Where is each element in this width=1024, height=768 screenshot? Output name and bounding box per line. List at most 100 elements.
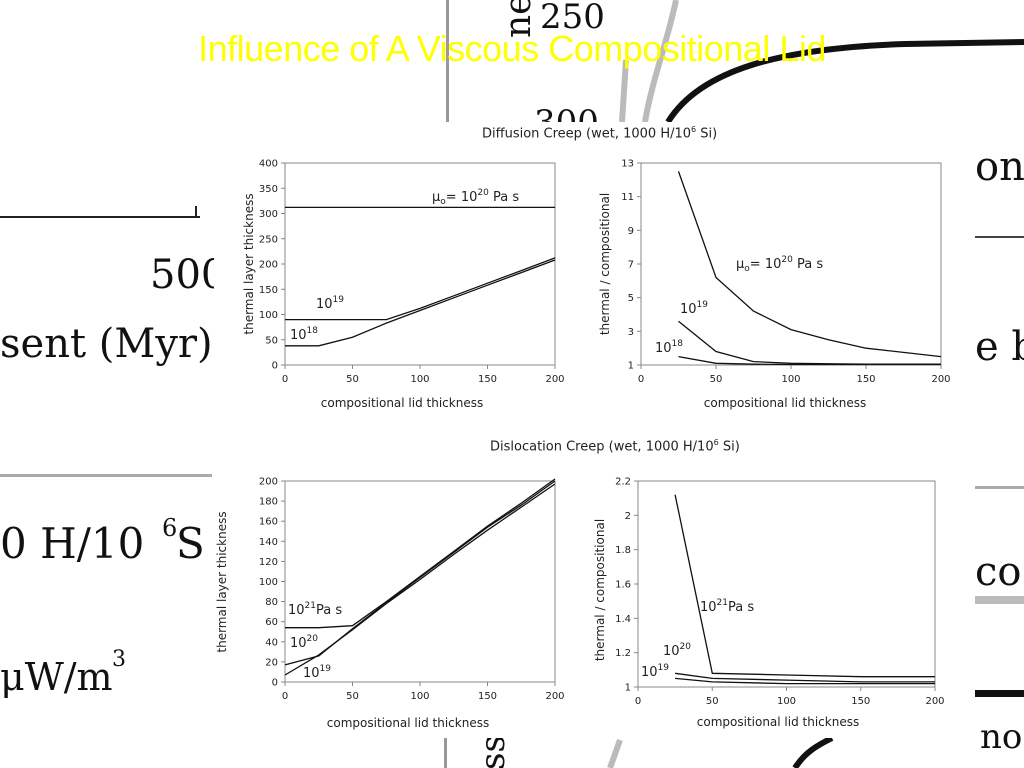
y-tick-label: 350 [259, 184, 278, 195]
series-label-base: 10 [700, 600, 717, 615]
series-label: 1020 [290, 634, 318, 651]
bg-rule [975, 236, 1024, 238]
x-tick-label: 100 [410, 374, 429, 385]
bg-text: on [975, 144, 1024, 190]
series-line [675, 672, 935, 683]
series-label-mid: = 10 [750, 257, 782, 272]
x-tick-label: 100 [777, 696, 796, 707]
series-label-base: 10 [316, 297, 333, 312]
y-tick-label: 2.2 [615, 477, 631, 488]
x-tick-label: 50 [346, 374, 359, 385]
bg-text: ss [473, 735, 513, 768]
section-title-main: Diffusion Creep (wet, 1000 H/10 [482, 126, 692, 142]
series-line [285, 478, 556, 629]
y-tick-label: 0 [272, 361, 278, 372]
y-axis-label: thermal layer thickness [242, 193, 256, 334]
x-tick-label: 200 [931, 374, 950, 385]
series-line [285, 259, 556, 347]
y-tick-label: 160 [259, 517, 278, 528]
y-tick-label: 13 [621, 159, 634, 170]
plot-frame [637, 480, 936, 688]
series-label: 1019 [680, 300, 708, 317]
x-tick-label: 50 [706, 696, 719, 707]
y-tick-label: 300 [259, 209, 278, 220]
x-tick-label: 0 [282, 374, 288, 385]
x-tick-label: 150 [851, 696, 870, 707]
bg-text: 6 [162, 514, 177, 542]
y-tick-label: 1 [628, 361, 634, 372]
series-label-base: 10 [655, 341, 672, 356]
x-axis-label: compositional lid thickness [327, 716, 489, 730]
y-tick-label: 7 [628, 260, 634, 271]
series-label-sup: 19 [697, 300, 709, 310]
bg-text: 250 [540, 0, 605, 37]
x-tick-label: 50 [346, 691, 359, 702]
bg-text: 500 [150, 252, 226, 298]
bg-curve [619, 59, 629, 123]
bg-text: sent (Myr) [0, 321, 213, 367]
series-label: 1019 [303, 664, 331, 681]
series-label: 1019 [641, 663, 669, 680]
bg-text: μW/m [0, 655, 113, 699]
y-tick-label: 3 [628, 327, 634, 338]
bg-text: co [975, 549, 1021, 595]
bg-rule [446, 0, 449, 122]
series-label: 1020 [663, 642, 691, 659]
series-label-tail: Pa s [793, 257, 823, 272]
series-label: μo= 1020 Pa s [432, 188, 519, 207]
y-tick-label: 5 [628, 293, 634, 304]
y-tick-label: 200 [259, 260, 278, 271]
series-label-sup: 18 [672, 339, 684, 349]
section-title-dislocation: Dislocation Creep (wet, 1000 H/106 Si) [490, 438, 740, 454]
series-label-tail: Pa s [728, 600, 754, 615]
bg-rule [0, 474, 212, 477]
y-tick-label: 150 [259, 285, 278, 296]
series-label: 1019 [316, 295, 344, 312]
x-tick-label: 150 [478, 374, 497, 385]
y-tick-label: 200 [259, 477, 278, 488]
x-tick-label: 150 [856, 374, 875, 385]
bg-rule [975, 690, 1024, 697]
section-title-tail: Si) [718, 439, 740, 455]
bg-curve [607, 738, 623, 768]
y-tick-label: 400 [259, 159, 278, 170]
series-line [675, 677, 935, 685]
y-tick-label: 40 [265, 637, 278, 648]
series-label-base: 10 [303, 666, 320, 681]
bg-text: S [176, 519, 205, 568]
y-tick-label: 1.2 [615, 648, 631, 659]
series-label-sup: 19 [320, 664, 332, 674]
x-axis-label: compositional lid thickness [697, 715, 859, 729]
y-tick-label: 1.6 [615, 580, 631, 591]
y-tick-label: 2 [625, 511, 631, 522]
bg-text: 3 [112, 647, 126, 672]
x-tick-label: 0 [635, 696, 641, 707]
series-label-sup: 21 [717, 598, 728, 608]
y-tick-label: 120 [259, 557, 278, 568]
diffusion-panel [214, 122, 974, 424]
series-label-mid: = 10 [446, 190, 478, 205]
series-label-sup: 20 [307, 634, 319, 644]
bg-rule [195, 206, 197, 218]
bg-text: e b [975, 324, 1024, 370]
series-label-base: μ [432, 190, 440, 205]
bg-rule [444, 738, 447, 768]
y-tick-label: 60 [265, 617, 278, 628]
series-label-base: 10 [290, 636, 307, 651]
section-title-sup: 6 [713, 438, 719, 447]
y-tick-label: 1.8 [615, 545, 631, 556]
series-line [678, 355, 941, 366]
y-tick-label: 80 [265, 597, 278, 608]
series-label-sub: o [744, 264, 750, 274]
y-tick-label: 100 [259, 577, 278, 588]
series-label-tail: Pa s [316, 603, 342, 618]
y-tick-label: 0 [272, 678, 278, 689]
series-label-sup: 19 [658, 663, 670, 673]
y-axis-label: thermal / compositional [593, 519, 607, 661]
section-title-sup: 6 [691, 125, 697, 134]
y-tick-label: 140 [259, 537, 278, 548]
